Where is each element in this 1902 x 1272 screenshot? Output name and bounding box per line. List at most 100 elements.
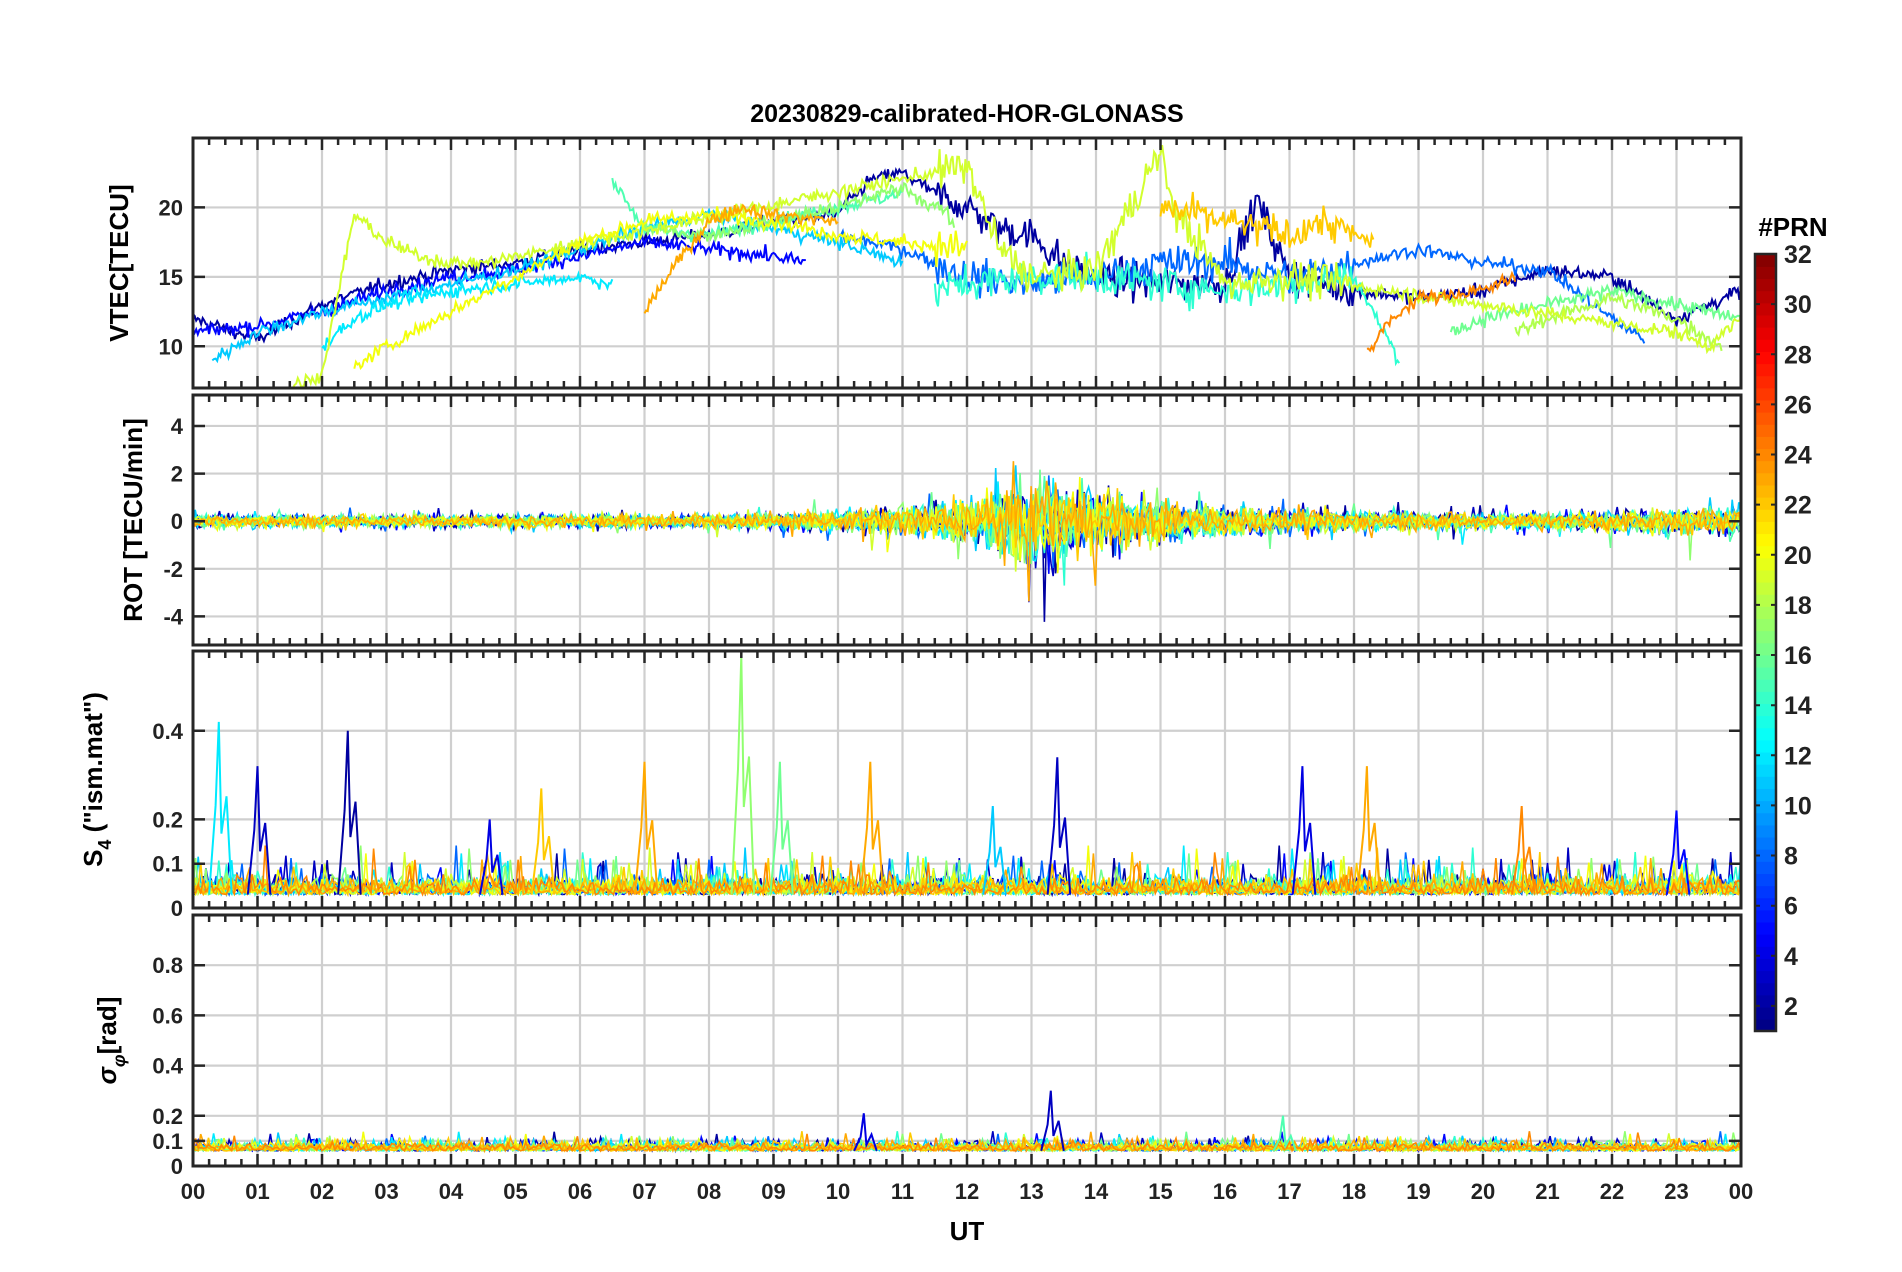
- data-layer: [193, 1090, 1741, 1154]
- x-tick-label: 22: [1600, 1179, 1624, 1204]
- colorbar-segment: [1755, 970, 1776, 984]
- x-tick-label: 20: [1471, 1179, 1495, 1204]
- colorbar-segment: [1755, 266, 1776, 280]
- colorbar-segment: [1755, 994, 1776, 1008]
- colorbar-segment: [1755, 326, 1776, 340]
- x-tick-label: 00: [1729, 1179, 1753, 1204]
- colorbar-segment: [1755, 399, 1776, 413]
- colorbar-segment: [1755, 727, 1776, 741]
- colorbar-segment: [1755, 897, 1776, 911]
- colorbar-tick-label: 28: [1784, 341, 1812, 369]
- colorbar-tick-label: 20: [1784, 542, 1812, 570]
- x-tick-label: 09: [761, 1179, 785, 1204]
- y-axis-label: VTEC[TECU]: [104, 184, 134, 341]
- colorbar-segment: [1755, 533, 1776, 547]
- colorbar-segment: [1755, 909, 1776, 923]
- x-tick-label: 17: [1277, 1179, 1301, 1204]
- x-ticks: [191, 651, 1743, 908]
- colorbar-tick-label: 30: [1784, 291, 1812, 319]
- y-ticks: [193, 963, 1741, 1168]
- panel-sigphi: 00.10.2 0.4 0.6 0.8 σφ[rad]: [92, 913, 1743, 1179]
- colorbar-segment: [1755, 666, 1776, 680]
- colorbar-segment: [1755, 824, 1776, 838]
- colorbar-segment: [1755, 423, 1776, 437]
- colorbar-segment: [1755, 508, 1776, 522]
- panel-vtec: 10 15 20 VTEC[TECU]: [104, 136, 1743, 390]
- y-tick-label: 15: [159, 265, 183, 290]
- x-ticks: [191, 138, 1743, 388]
- s4-peak: [1046, 757, 1072, 895]
- x-tick-label: 15: [1148, 1179, 1172, 1204]
- colorbar-tick-label: 10: [1784, 792, 1812, 820]
- x-tick-label: 00: [181, 1179, 205, 1204]
- y-tick-label: 0.8: [152, 953, 183, 978]
- sigphi-peak: [1040, 1090, 1065, 1152]
- colorbar-segment: [1755, 751, 1776, 765]
- s4-peak: [633, 761, 659, 895]
- colorbar-tick-label: 32: [1784, 241, 1812, 269]
- y-tick-label: 0: [171, 1154, 183, 1179]
- colorbar-tick-label: 8: [1784, 843, 1798, 871]
- s4-peak: [208, 721, 233, 895]
- colorbar-segment: [1755, 1018, 1776, 1032]
- y-tick-label: 0: [171, 509, 183, 534]
- colorbar-segment: [1755, 472, 1776, 486]
- colorbar-segment: [1755, 593, 1776, 607]
- colorbar-segment: [1755, 569, 1776, 583]
- x-tick-label: 14: [1084, 1179, 1109, 1204]
- colorbar-segment: [1755, 715, 1776, 729]
- colorbar-segment: [1755, 630, 1776, 644]
- y-axis-label: S4 ("ism.mat"): [78, 692, 115, 867]
- y-axis-label-main: σ: [92, 1065, 122, 1084]
- s4-peak: [337, 730, 362, 895]
- vtec-series-prn-8: [837, 227, 1646, 344]
- x-tick-label: 10: [826, 1179, 850, 1204]
- s4-peak: [479, 819, 504, 895]
- colorbar-tick-label: 26: [1784, 391, 1812, 419]
- colorbar-segment: [1755, 788, 1776, 802]
- colorbar-segment: [1755, 290, 1776, 304]
- x-ticks: [191, 915, 1743, 1166]
- s4-peak: [730, 655, 756, 895]
- vtec-series-prn-17: [643, 181, 956, 243]
- vtec-series-prn-23: [643, 203, 839, 314]
- x-tick-label: 11: [891, 1179, 914, 1204]
- s4-peak: [530, 788, 556, 895]
- y-tick-label: 0.2: [152, 1104, 183, 1129]
- chart-title: 20230829-calibrated-HOR-GLONASS: [750, 100, 1183, 128]
- vtec-series-prn-2: [193, 167, 1741, 344]
- y-tick-label: 0.4: [152, 719, 183, 744]
- y-tick-label: 0.4: [152, 1054, 183, 1079]
- colorbar-tick-label: 22: [1784, 492, 1812, 520]
- colorbar-segment: [1755, 1006, 1776, 1020]
- y-tick-label: 0.1: [152, 852, 183, 877]
- colorbar-segment: [1755, 654, 1776, 668]
- colorbar-tick-label: 14: [1784, 692, 1812, 720]
- x-tick-label: 08: [697, 1179, 721, 1204]
- colorbar-tick-label: 2: [1784, 993, 1798, 1021]
- colorbar-segment: [1755, 606, 1776, 620]
- y-axis-label-sub: 4: [95, 840, 115, 850]
- colorbar-segment: [1755, 812, 1776, 826]
- sigphi-peak: [853, 1113, 878, 1152]
- y-tick-label: 4: [171, 414, 184, 439]
- colorbar-segment: [1755, 678, 1776, 692]
- rot-series-prn-23: [193, 461, 1741, 602]
- colorbar-label: #PRN: [1758, 212, 1827, 242]
- s4-peak: [769, 761, 794, 895]
- x-tick-label: 07: [632, 1179, 656, 1204]
- s4-peak: [1511, 806, 1536, 895]
- y-axis-label-main: S: [78, 850, 108, 867]
- colorbar-segment: [1755, 363, 1776, 377]
- colorbar-segment: [1755, 557, 1776, 571]
- y-axis-label-rest: ("ism.mat"): [78, 692, 108, 839]
- colorbar-segment: [1755, 375, 1776, 389]
- colorbar-segment: [1755, 338, 1776, 352]
- x-tick-label: 03: [374, 1179, 398, 1204]
- colorbar-segment: [1755, 848, 1776, 862]
- colorbar-tick-label: 16: [1784, 642, 1812, 670]
- colorbar-segment: [1755, 254, 1776, 267]
- colorbar-segment: [1755, 618, 1776, 632]
- colorbar-segment: [1755, 436, 1776, 450]
